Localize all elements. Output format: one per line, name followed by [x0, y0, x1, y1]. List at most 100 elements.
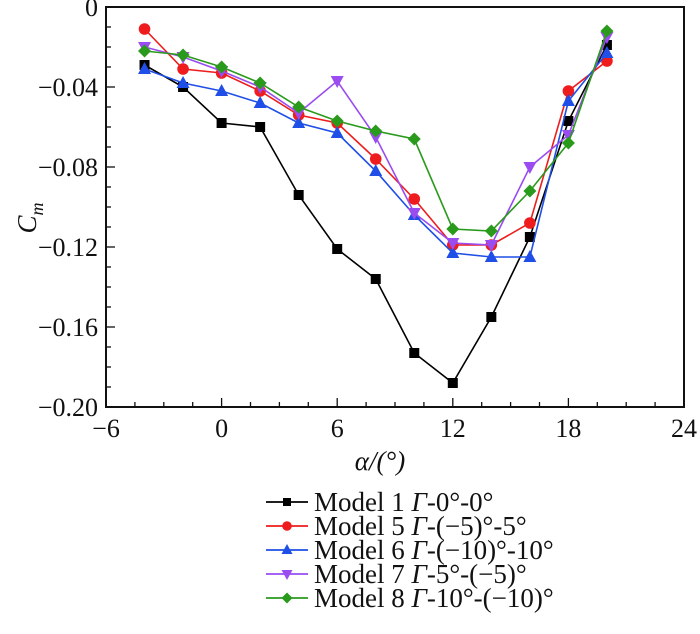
diamond-marker [600, 24, 614, 38]
axis-tick-labels: −6 0 6 12 18 24 0 −0.04 −0.08 −0.12 −0.16 −0.20 [38, 0, 697, 443]
triangle-up-marker [330, 126, 344, 138]
square-marker [447, 378, 458, 388]
series-layer [138, 23, 614, 388]
y-tick-label: −0.08 [38, 153, 98, 182]
triangle-up-marker [292, 116, 306, 128]
diamond-marker [330, 114, 344, 128]
legend-config: -(−10)°-10° [427, 535, 554, 565]
legend-label: Model 6 Γ-(−10)°-10° [314, 535, 554, 565]
y-axis-title-main: Cm [12, 202, 47, 233]
triangle-down-marker [281, 570, 293, 580]
legend-config: -0°-0° [427, 487, 494, 517]
diamond-marker [523, 184, 537, 198]
legend-item: Model 8 Γ-10°-(−10)° [266, 583, 554, 613]
x-tick-label: 18 [555, 414, 581, 443]
square-marker [409, 348, 420, 358]
legend-model: Model 8 [314, 583, 412, 613]
legend-label: Model 5 Γ-(−5)°-5° [314, 511, 527, 541]
triangle-up-marker [215, 84, 229, 96]
diamond-marker [138, 44, 152, 58]
triangle-up-marker [484, 250, 498, 262]
legend-config: -5°-(−5)° [427, 559, 527, 589]
plot-border [105, 6, 685, 408]
square-marker [370, 274, 381, 284]
legend-gamma: Γ [411, 559, 429, 589]
legend-item: Model 5 Γ-(−5)°-5° [266, 511, 527, 541]
legend-label: Model 1 Γ-0°-0° [314, 487, 493, 517]
circle-marker [177, 63, 189, 75]
diamond-marker [446, 222, 460, 236]
y-tick-label: −0.16 [38, 313, 98, 342]
square-marker [216, 118, 227, 128]
square-marker [283, 498, 291, 506]
square-marker [524, 232, 535, 242]
circle-marker [369, 153, 382, 165]
legend-gamma: Γ [411, 487, 429, 517]
circle-marker [282, 521, 292, 531]
triangle-down-marker [523, 162, 537, 174]
legend: Model 1 Γ-0°-0°Model 5 Γ-(−5)°-5°Model 6… [266, 487, 554, 613]
series-5 [138, 24, 614, 238]
legend-gamma: Γ [411, 535, 429, 565]
legend-config: -10°-(−10)° [427, 583, 554, 613]
triangle-up-marker [176, 76, 190, 88]
legend-model: Model 1 [314, 487, 412, 517]
circle-marker [138, 23, 151, 35]
diamond-marker [292, 100, 306, 114]
diamond-marker [369, 124, 383, 138]
triangle-up-marker [138, 62, 152, 74]
triangle-up-marker [523, 250, 537, 262]
triangle-up-marker [600, 46, 614, 58]
triangle-down-marker [369, 132, 383, 144]
x-tick-label: 12 [440, 414, 466, 443]
diamond-marker [281, 592, 293, 604]
legend-item: Model 1 Γ-0°-0° [266, 487, 493, 517]
y-tick-label: −0.20 [38, 393, 98, 422]
legend-item: Model 7 Γ-5°-(−5)° [266, 559, 527, 589]
series-3 [138, 46, 614, 262]
legend-gamma: Γ [411, 511, 429, 541]
y-axis-title: Cm [12, 202, 47, 233]
legend-gamma: Γ [411, 583, 429, 613]
legend-model: Model 5 [314, 511, 412, 541]
square-marker [601, 40, 612, 50]
diamond-marker [176, 48, 190, 62]
x-tick-label: 24 [671, 414, 697, 443]
circle-marker [562, 85, 575, 97]
circle-marker [601, 55, 613, 67]
x-tick-label: 6 [331, 414, 344, 443]
x-tick-label: −6 [92, 414, 120, 443]
axis-ticks [105, 6, 685, 408]
square-marker [293, 190, 304, 200]
legend-item: Model 6 Γ-(−10)°-10° [266, 535, 554, 565]
triangle-up-marker [369, 164, 383, 176]
series-4 [138, 32, 614, 252]
circle-marker [408, 193, 421, 205]
x-axis-title: α/(°) [355, 446, 405, 476]
axis-titles: α/(°) Cm [12, 202, 405, 476]
triangle-up-marker [561, 94, 575, 106]
triangle-up-marker [253, 96, 267, 108]
diamond-marker [484, 224, 498, 238]
x-tick-label: 0 [215, 414, 228, 443]
square-marker [563, 116, 574, 126]
diamond-marker [407, 132, 421, 146]
legend-config: -(−5)°-5° [427, 511, 527, 541]
triangle-down-marker [330, 76, 344, 88]
y-tick-label: 0 [85, 0, 98, 22]
legend-label: Model 8 Γ-10°-(−10)° [314, 583, 554, 613]
legend-model: Model 7 [314, 559, 412, 589]
triangle-down-marker [600, 32, 614, 44]
series-line [144, 44, 608, 385]
diamond-marker [253, 76, 267, 90]
triangle-down-marker [407, 208, 421, 220]
legend-label: Model 7 Γ-5°-(−5)° [314, 559, 527, 589]
diamond-marker [561, 136, 575, 150]
square-marker [332, 244, 343, 254]
triangle-down-marker [446, 238, 460, 250]
triangle-up-marker [281, 544, 293, 554]
plot-frame [105, 6, 685, 408]
circle-marker [524, 217, 536, 229]
diamond-marker [215, 60, 229, 74]
